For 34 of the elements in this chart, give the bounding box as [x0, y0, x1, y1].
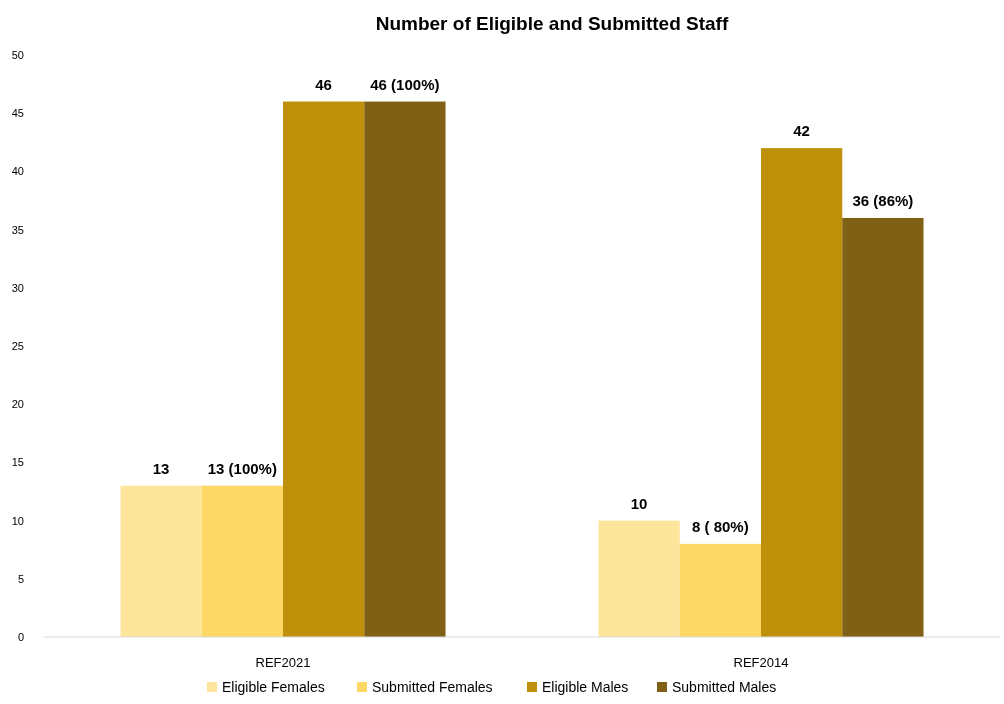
data-label: 46 (100%): [370, 75, 440, 93]
bar: [364, 101, 446, 637]
y-tick-label: 25: [11, 340, 24, 352]
y-tick-label: 5: [17, 572, 24, 585]
bar: [679, 543, 761, 637]
data-label: 42: [793, 122, 810, 140]
bar: [598, 520, 680, 637]
y-tick-label: 30: [11, 281, 24, 294]
bar: [842, 217, 924, 637]
legend-label: Eligible Females: [222, 679, 325, 695]
y-tick-label: 50: [11, 49, 24, 61]
bar: [283, 101, 365, 637]
data-label: 10: [630, 494, 648, 512]
bar: [201, 485, 283, 637]
x-tick-label: REF2014: [733, 655, 789, 670]
legend-label: Eligible Males: [542, 679, 629, 695]
chart-title: Number of Eligible and Submitted Staff: [375, 13, 729, 34]
y-tick-label: 35: [11, 223, 24, 236]
y-tick-label: 45: [11, 107, 24, 120]
data-label: 36 (86%): [852, 191, 914, 209]
x-tick-label: REF2021: [255, 655, 311, 670]
data-label: 46: [315, 75, 332, 93]
bar: [761, 148, 843, 637]
y-tick-label: 20: [11, 398, 24, 411]
legend-label: Submitted Males: [672, 679, 777, 695]
bar: [120, 485, 202, 637]
data-label: 13 (100%): [207, 459, 277, 477]
y-tick-label: 40: [11, 165, 24, 178]
y-tick-label: 15: [11, 456, 24, 469]
data-label: 8 ( 80%): [692, 517, 749, 535]
legend-label: Submitted Females: [372, 679, 493, 695]
y-tick-label: 10: [11, 514, 24, 527]
data-label: 13: [152, 459, 170, 477]
y-tick-label: 0: [17, 631, 24, 643]
